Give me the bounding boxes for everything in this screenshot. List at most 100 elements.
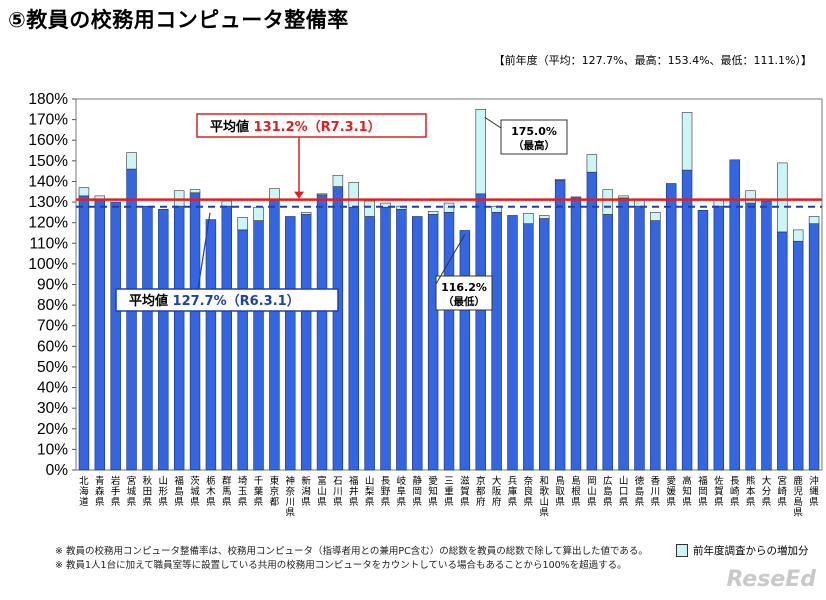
bar-香川県 <box>650 220 661 471</box>
max-annotation-caption: （最高） <box>513 139 555 152</box>
bar-岩手県 <box>110 201 121 471</box>
y-tick-label: 90% <box>37 277 68 294</box>
increase-bar-徳島県 <box>634 199 645 207</box>
increase-bar-鳥取県 <box>554 179 566 181</box>
prev-avg-arrow <box>197 212 211 290</box>
bar-島根県 <box>570 196 582 471</box>
brand-logo: ReseEd <box>726 567 816 592</box>
bar-岐阜県 <box>396 208 407 471</box>
increase-bar-京都府 <box>475 109 486 195</box>
category-label-秋田県: 秋田県 <box>143 475 153 508</box>
bar-茨城県 <box>189 192 201 471</box>
increase-bar-沖縄県 <box>808 216 820 224</box>
bar-東京都 <box>269 199 280 471</box>
category-label-沖縄県: 沖縄県 <box>809 475 819 508</box>
y-tick-label: 50% <box>37 359 68 376</box>
y-tick-label: 100% <box>28 256 68 273</box>
y-tick-label: 80% <box>37 297 68 314</box>
y-tick-label: 150% <box>28 153 68 170</box>
y-tick-label: 20% <box>37 421 68 438</box>
increase-bar-和歌山県 <box>539 215 550 219</box>
category-label-福井県: 福井県 <box>349 475 359 508</box>
increase-bar-奈良県 <box>523 213 534 224</box>
increase-bar-広島県 <box>602 189 613 215</box>
current-avg-label: 平均値 131.2%（R7.3.1） <box>210 119 381 135</box>
increase-bar-宮崎県 <box>777 162 788 233</box>
category-label-鳥取県: 鳥取県 <box>555 475 565 508</box>
category-label-愛知県: 愛知県 <box>428 475 438 508</box>
bar-福井県 <box>348 206 359 471</box>
category-label-京都府: 京都府 <box>476 475 486 508</box>
increase-bar-茨城県 <box>189 189 201 194</box>
category-label-山形県: 山形県 <box>159 476 169 508</box>
category-label-長崎県: 長崎県 <box>730 476 740 508</box>
category-label-三重県: 三重県 <box>444 476 454 508</box>
y-tick-label: 170% <box>28 112 68 129</box>
bar-山梨県 <box>364 216 375 471</box>
bar-佐賀県 <box>713 205 725 471</box>
bar-愛知県 <box>427 214 439 471</box>
increase-bar-山梨県 <box>364 200 375 217</box>
bar-滋賀県 <box>459 230 471 471</box>
category-label-石川県: 石川県 <box>333 476 343 508</box>
y-tick-label: 130% <box>28 194 68 211</box>
increase-bar-長野県 <box>380 202 391 208</box>
category-label-青森県: 青森県 <box>95 475 105 508</box>
bar-北海道 <box>78 195 90 471</box>
y-tick-label: 160% <box>28 132 68 149</box>
increase-bar-石川県 <box>332 174 344 187</box>
legend-label: 前年度調査からの増加分 <box>693 545 809 557</box>
prev-avg-box <box>115 288 339 312</box>
category-label-熊本県: 熊本県 <box>746 475 756 508</box>
y-tick-label: 60% <box>37 338 68 355</box>
max-annotation-pointer <box>484 116 502 129</box>
increase-bar-群馬県 <box>221 200 233 207</box>
bar-埼玉県 <box>237 229 248 471</box>
category-label-宮崎県: 宮崎県 <box>778 475 788 508</box>
bar-栃木県 <box>205 219 217 471</box>
bar-長崎県 <box>729 159 740 471</box>
increase-bar-岡山県 <box>586 154 598 173</box>
increase-bar-山口県 <box>618 195 629 199</box>
category-label-宮城県: 宮城県 <box>127 475 137 508</box>
category-label-佐賀県: 佐賀県 <box>714 475 724 508</box>
category-label-大阪府: 大阪府 <box>492 475 502 508</box>
category-label-茨城県: 茨城県 <box>190 475 200 508</box>
bar-熊本県 <box>745 202 756 471</box>
bar-山形県 <box>158 208 169 471</box>
increase-bar-富山県 <box>316 193 328 196</box>
bar-富山県 <box>316 194 328 471</box>
bar-福岡県 <box>697 210 709 471</box>
bar-徳島県 <box>634 205 645 471</box>
bar-奈良県 <box>523 223 534 471</box>
category-label-新潟県: 新潟県 <box>301 475 311 508</box>
category-label-島根県: 島根県 <box>571 475 581 508</box>
category-label-福岡県: 福岡県 <box>698 475 708 508</box>
category-label-千葉県: 千葉県 <box>254 476 264 508</box>
bar-石川県 <box>332 186 344 471</box>
category-label-愛媛県: 愛媛県 <box>666 475 676 508</box>
bar-鳥取県 <box>554 180 566 471</box>
category-label-神奈川県: 神奈川県 <box>286 475 296 519</box>
y-tick-label: 110% <box>30 235 69 252</box>
increase-bar-愛知県 <box>427 211 439 215</box>
bar-千葉県 <box>253 220 264 471</box>
bar-福島県 <box>173 205 185 471</box>
category-label-岡山県: 岡山県 <box>587 476 597 508</box>
increase-bar-東京都 <box>269 188 280 201</box>
bar-宮城県 <box>126 168 137 471</box>
increase-bar-埼玉県 <box>237 217 248 231</box>
bar-広島県 <box>602 214 613 471</box>
category-label-奈良県: 奈良県 <box>524 475 534 508</box>
y-tick-label: 180% <box>28 91 68 108</box>
y-tick-label: 70% <box>37 318 68 335</box>
increase-bar-高知県 <box>681 112 693 171</box>
category-label-東京都: 東京都 <box>270 475 280 508</box>
category-label-山口県: 山口県 <box>619 476 629 508</box>
prev-year-summary: 【前年度（平均：127.7%、最高：153.4%、最低：111.1%）】 <box>493 54 812 67</box>
increase-bar-香川県 <box>650 212 661 221</box>
category-label-栃木県: 栃木県 <box>206 475 216 508</box>
y-tick-label: 30% <box>37 400 68 417</box>
bar-山口県 <box>618 197 629 471</box>
